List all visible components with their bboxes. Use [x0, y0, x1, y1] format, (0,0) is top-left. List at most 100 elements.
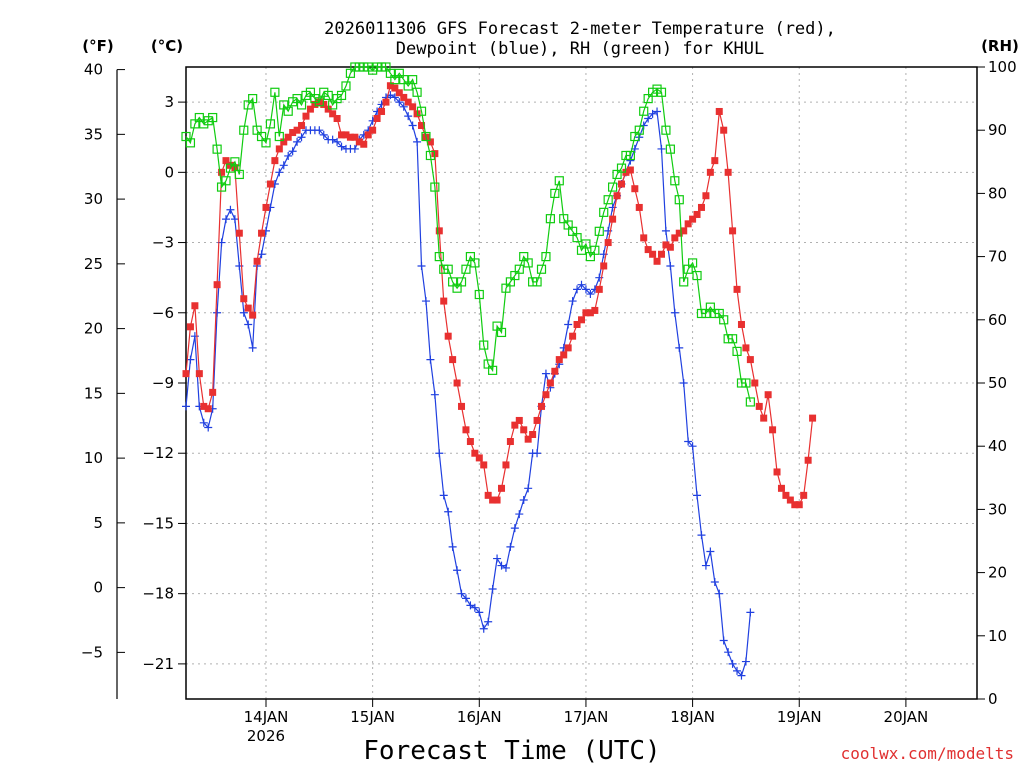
temperature-point	[729, 227, 737, 235]
dewpoint-point	[577, 280, 586, 289]
fahrenheit-tick-label: 0	[93, 579, 103, 597]
temperature-point	[355, 138, 363, 146]
fahrenheit-axis: 40 35 30 25 20 15 10 5 0 −5	[81, 61, 125, 661]
dewpoint-point	[475, 608, 484, 617]
temperature-point	[617, 180, 625, 188]
rh-tick-label: 50	[988, 374, 1007, 392]
temperature-point	[662, 241, 670, 249]
dewpoint-point	[182, 402, 190, 411]
dewpoint-point	[581, 285, 590, 294]
rh-point	[336, 90, 347, 101]
rh-point	[185, 138, 196, 148]
dewpoint-point	[319, 130, 328, 139]
temperature-point	[742, 344, 750, 352]
rh-point	[314, 97, 324, 107]
rh-point	[514, 264, 524, 274]
fahrenheit-tick-label: 40	[84, 61, 103, 79]
temperature-point	[471, 449, 479, 457]
dewpoint-point	[190, 332, 199, 341]
temperature-point	[515, 416, 523, 424]
temperature-point	[382, 98, 390, 106]
temperature-point	[711, 157, 719, 165]
temperature-point	[609, 215, 617, 223]
dewpoint-point	[395, 98, 404, 107]
temperature-point	[360, 140, 368, 148]
temperature-point	[440, 297, 448, 305]
rh-point	[625, 150, 635, 161]
rh-point	[745, 397, 755, 407]
celsius-tick-label: −3	[152, 234, 174, 252]
dewpoint-point	[288, 147, 297, 156]
rh-point	[674, 195, 684, 205]
rh-point	[421, 131, 431, 142]
temperature-point	[733, 285, 741, 293]
dewpoint-point	[315, 126, 324, 135]
rh-point	[536, 264, 547, 274]
dewpoint-point	[413, 137, 422, 146]
temperature-point	[671, 234, 679, 242]
temperature-point	[800, 491, 808, 499]
temperature-point	[675, 229, 683, 237]
temperature-point	[466, 438, 474, 446]
dewpoint-point	[533, 449, 542, 458]
dewpoint-point	[293, 137, 302, 146]
temperature-point	[191, 302, 199, 310]
temperature-point	[289, 129, 297, 137]
rh-point	[496, 327, 507, 338]
temperature-point	[453, 379, 461, 387]
temperature-point	[773, 468, 781, 476]
temperature-point	[218, 168, 226, 176]
rh-point	[727, 334, 738, 344]
rh-point	[265, 119, 276, 129]
temperature-point	[195, 370, 203, 378]
temperature-point	[275, 145, 283, 153]
dewpoint-point	[746, 608, 755, 617]
dewpoint-point	[564, 320, 573, 329]
temperature-point	[222, 157, 230, 165]
temperature-point	[404, 98, 412, 106]
rh-point	[341, 81, 351, 91]
temperature-point	[555, 356, 563, 364]
temperature-point	[631, 185, 639, 193]
series-dewpoint	[182, 91, 755, 680]
dewpoint-point	[661, 226, 670, 235]
dewpoint-point	[493, 554, 502, 563]
temperature-point	[249, 311, 257, 319]
temperature-point	[591, 306, 599, 314]
dewpoint-point	[213, 308, 222, 317]
temperature-point	[635, 203, 643, 211]
rh-point	[616, 163, 627, 173]
temperature-point	[209, 388, 217, 396]
dewpoint-point	[257, 250, 266, 259]
fahrenheit-tick-label: 5	[93, 514, 103, 532]
dewpoint-point	[453, 566, 462, 575]
temperature-point	[329, 110, 337, 118]
rh-point	[639, 106, 649, 116]
celsius-tick-label: −12	[142, 444, 174, 462]
temperature-point	[804, 456, 812, 464]
rh-tick-label: 10	[988, 627, 1007, 645]
rh-point	[416, 106, 427, 116]
fahrenheit-tick-label: 10	[84, 449, 103, 467]
rh-tick-label: 80	[988, 184, 1007, 202]
rh-point	[719, 315, 729, 325]
rh-tick-label: 70	[988, 248, 1007, 266]
celsius-axis-unit: (°C)	[151, 37, 183, 55]
dewpoint-point	[657, 144, 666, 153]
rh-tick-label: 40	[988, 437, 1007, 455]
rh-point	[456, 277, 467, 287]
rh-point	[692, 270, 702, 281]
dewpoint-point	[679, 379, 688, 387]
dewpoint-point	[568, 297, 577, 306]
temperature-point	[542, 391, 550, 399]
dewpoint-point	[204, 423, 213, 432]
dewpoint-point	[421, 297, 430, 306]
celsius-tick-label: 0	[164, 163, 174, 181]
temperature-point	[302, 112, 310, 120]
celsius-tick-label: 3	[164, 93, 174, 111]
rh-point	[554, 176, 564, 186]
dewpoint-point	[737, 671, 746, 680]
temperature-point	[520, 426, 528, 434]
dewpoint-point	[675, 343, 684, 352]
